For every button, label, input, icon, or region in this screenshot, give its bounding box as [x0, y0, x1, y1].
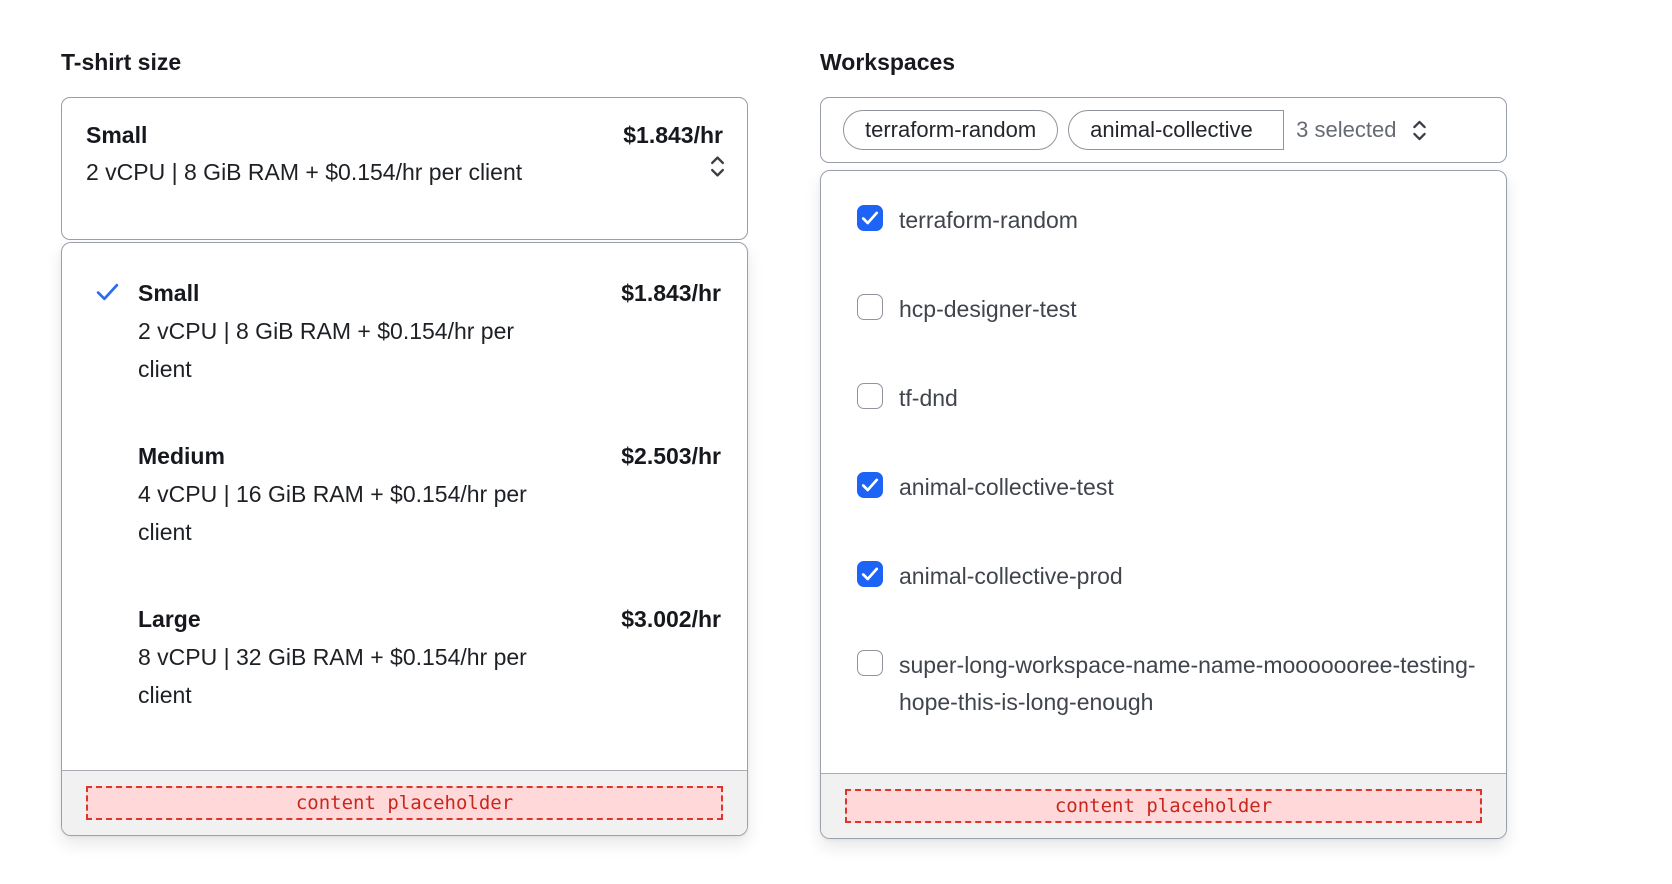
- tshirt-option-list: Small $1.843/hr 2 vCPU | 8 GiB RAM + $0.…: [62, 243, 747, 770]
- checkbox[interactable]: [857, 472, 883, 498]
- option-price: $2.503/hr: [621, 443, 721, 469]
- workspace-option-tf-dnd[interactable]: tf-dnd: [857, 380, 1482, 417]
- tshirt-option-large[interactable]: Large $3.002/hr 8 vCPU | 32 GiB RAM + $0…: [95, 601, 721, 714]
- selected-count-text: 3 selected: [1296, 117, 1397, 142]
- tag-terraform-random: terraform-random: [843, 110, 1059, 150]
- tshirt-size-field: T-shirt size Small $1.843/hr 2 vCPU | 8 …: [61, 48, 748, 836]
- workspaces-dropdown-footer: content placeholder: [821, 773, 1506, 838]
- workspace-option-label: hcp-designer-test: [899, 296, 1077, 322]
- option-description: 4 vCPU | 16 GiB RAM + $0.154/hr per clie…: [138, 481, 527, 545]
- workspace-option-animal-collective-prod[interactable]: animal-collective-prod: [857, 558, 1482, 595]
- tshirt-dropdown-footer: content placeholder: [62, 770, 747, 835]
- workspaces-option-list: terraform-random hcp-designer-test tf-dn…: [821, 171, 1506, 773]
- workspaces-select-toggle[interactable]: terraform-random animal-collective 3 sel…: [820, 97, 1507, 163]
- tshirt-option-small[interactable]: Small $1.843/hr 2 vCPU | 8 GiB RAM + $0.…: [95, 275, 721, 388]
- workspaces-field: Workspaces terraform-random animal-colle…: [820, 48, 1507, 839]
- option-price: $1.843/hr: [621, 280, 721, 306]
- tshirt-size-dropdown: Small $1.843/hr 2 vCPU | 8 GiB RAM + $0.…: [61, 242, 748, 836]
- content-placeholder: content placeholder: [845, 789, 1482, 823]
- checkbox[interactable]: [857, 383, 883, 409]
- tshirt-toggle-price: $1.843/hr: [623, 122, 723, 148]
- caret-sort-icon: [708, 153, 727, 184]
- workspace-option-label: terraform-random: [899, 207, 1078, 233]
- tshirt-toggle-description: 2 vCPU | 8 GiB RAM + $0.154/hr per clien…: [86, 159, 523, 185]
- option-description: 2 vCPU | 8 GiB RAM + $0.154/hr per clien…: [138, 318, 515, 382]
- tshirt-size-label: T-shirt size: [61, 49, 182, 75]
- workspace-option-super-long-name[interactable]: super-long-workspace-name-name-moooooore…: [857, 647, 1482, 721]
- workspace-option-label: tf-dnd: [899, 385, 958, 411]
- option-title: Small: [138, 280, 200, 306]
- workspace-option-hcp-designer-test[interactable]: hcp-designer-test: [857, 291, 1482, 328]
- option-title: Medium: [138, 443, 225, 469]
- tag-animal-collective: animal-collective: [1068, 110, 1285, 150]
- workspace-option-label: animal-collective-test: [899, 474, 1114, 500]
- tshirt-size-select-toggle[interactable]: Small $1.843/hr 2 vCPU | 8 GiB RAM + $0.…: [61, 97, 748, 240]
- option-description: 8 vCPU | 32 GiB RAM + $0.154/hr per clie…: [138, 644, 527, 708]
- checkbox[interactable]: [857, 294, 883, 320]
- workspace-option-label: animal-collective-prod: [899, 563, 1123, 589]
- tshirt-option-medium[interactable]: Medium $2.503/hr 4 vCPU | 16 GiB RAM + $…: [95, 438, 721, 551]
- tshirt-toggle-row: Small $1.843/hr: [86, 117, 723, 153]
- workspaces-dropdown: terraform-random hcp-designer-test tf-dn…: [820, 170, 1507, 839]
- checkbox[interactable]: [857, 205, 883, 231]
- workspace-option-label: super-long-workspace-name-name-moooooore…: [899, 652, 1476, 715]
- content-placeholder: content placeholder: [86, 786, 723, 820]
- workspaces-label: Workspaces: [820, 49, 956, 75]
- caret-sort-icon: [1409, 118, 1430, 143]
- option-title: Large: [138, 606, 201, 632]
- checkbox[interactable]: [857, 650, 883, 676]
- option-price: $3.002/hr: [621, 606, 721, 632]
- tshirt-toggle-title: Small: [86, 122, 148, 148]
- check-icon: [95, 275, 138, 312]
- workspace-option-animal-collective-test[interactable]: animal-collective-test: [857, 469, 1482, 506]
- workspace-option-terraform-random[interactable]: terraform-random: [857, 202, 1482, 239]
- checkbox[interactable]: [857, 561, 883, 587]
